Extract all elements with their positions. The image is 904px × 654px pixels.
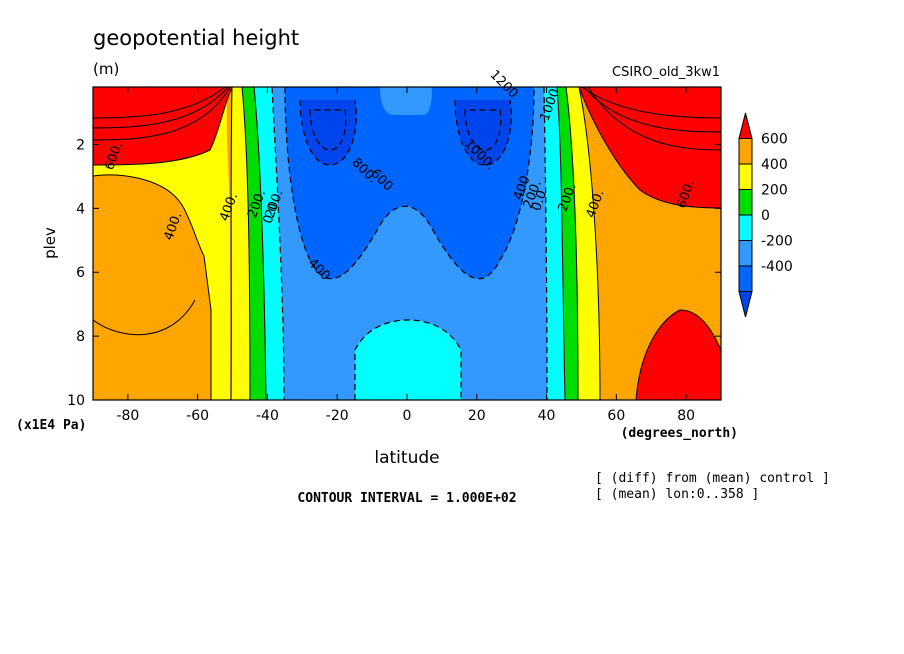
y-unit-note: (x1E4 Pa) bbox=[16, 418, 86, 433]
band-yellow-right-strip bbox=[566, 87, 600, 400]
note-mean: [ (mean) lon:0..358 ] bbox=[595, 487, 759, 502]
x-tick-label: -20 bbox=[326, 408, 349, 424]
contour-line-dashed bbox=[464, 109, 502, 151]
band-orange-left-lower bbox=[93, 300, 210, 400]
contour-line-solid bbox=[93, 174, 212, 400]
band-cyan-center-bottom bbox=[355, 320, 461, 400]
contour-interval: CONTOUR INTERVAL = 1.000E+02 bbox=[297, 491, 516, 506]
x-axis-label: latitude bbox=[374, 448, 439, 468]
x-axis-ticks: -80 -60 -40 -20 0 20 40 60 80 bbox=[116, 87, 695, 424]
run-label: CSIRO_old_3kw1 bbox=[612, 65, 720, 80]
y-tick-label: 10 bbox=[67, 393, 85, 409]
chart-units: (m) bbox=[93, 60, 119, 78]
x-tick-label: -80 bbox=[116, 408, 139, 424]
contour-field bbox=[93, 87, 721, 400]
x-tick-label: -40 bbox=[256, 408, 279, 424]
contour-line-solid bbox=[581, 87, 721, 119]
band-center-blue-lobe bbox=[380, 87, 432, 115]
band-green-left bbox=[242, 87, 266, 400]
colorbar-label: -200 bbox=[761, 234, 793, 250]
contour-line-solid bbox=[587, 87, 721, 151]
band-red-right-bottom bbox=[636, 310, 721, 400]
band-dark-blue-left-core bbox=[300, 100, 357, 165]
contour-label: 0.0 bbox=[261, 201, 282, 226]
band-red-left-top bbox=[93, 87, 232, 165]
contour-lines-negative bbox=[271, 87, 548, 400]
colorbar-swatch bbox=[738, 265, 753, 292]
colorbar-label: -400 bbox=[761, 259, 793, 275]
y-tick-label: 2 bbox=[76, 137, 85, 153]
chart-title: geopotential height bbox=[93, 26, 299, 50]
contour-line-solid bbox=[93, 87, 229, 129]
x-tick-label: 0 bbox=[403, 408, 412, 424]
contour-label: 0.0 bbox=[529, 188, 550, 213]
contour-line-solid bbox=[230, 87, 233, 400]
x-tick-label: 60 bbox=[607, 408, 625, 424]
y-tick-label: 6 bbox=[76, 265, 85, 281]
band-yellow-left-strip bbox=[231, 87, 250, 400]
contour-line-solid bbox=[93, 87, 231, 141]
x-tick-label: 40 bbox=[538, 408, 556, 424]
x-tick-label: 80 bbox=[677, 408, 695, 424]
contour-line-solid bbox=[93, 87, 226, 119]
y-axis-ticks: 2 4 6 8 10 bbox=[67, 137, 721, 409]
y-tick-label: 4 bbox=[76, 201, 85, 217]
colorbar-swatch bbox=[738, 138, 753, 165]
x-unit-note: (degrees_north) bbox=[621, 426, 738, 441]
contour-lines bbox=[93, 87, 721, 400]
contour-line-solid bbox=[93, 87, 233, 166]
band-400-600-left bbox=[93, 87, 230, 400]
colorbar-swatch bbox=[738, 214, 753, 241]
band-cyan-right bbox=[544, 87, 565, 400]
contour-line-dashed bbox=[271, 87, 285, 400]
colorbar-label: 600 bbox=[761, 132, 788, 148]
contour-line-solid bbox=[556, 87, 566, 400]
contour-line-solid bbox=[93, 299, 196, 336]
contour-line-solid bbox=[241, 87, 251, 400]
band-dark-blue-right-core bbox=[455, 100, 512, 165]
colorbar-top-arrow bbox=[738, 112, 753, 139]
contour-line-dashed bbox=[354, 319, 462, 400]
contour-line-solid bbox=[635, 309, 721, 400]
colorbar: 600 400 200 0 -200 -400 bbox=[738, 112, 793, 318]
colorbar-label: 0 bbox=[761, 208, 770, 224]
colorbar-bottom-arrow bbox=[738, 291, 753, 318]
y-axis-label: plev bbox=[41, 227, 59, 259]
contour-line-solid bbox=[565, 87, 579, 400]
contour-line-solid bbox=[253, 87, 267, 400]
y-tick-label: 8 bbox=[76, 329, 85, 345]
colorbar-label: 200 bbox=[761, 183, 788, 199]
note-diff: [ (diff) from (mean) control ] bbox=[595, 471, 830, 486]
x-tick-label: -60 bbox=[186, 408, 209, 424]
colorbar-swatch bbox=[738, 163, 753, 190]
x-tick-label: 20 bbox=[468, 408, 486, 424]
contour-line-dashed bbox=[543, 87, 548, 400]
contour-line-dashed bbox=[309, 109, 347, 151]
colorbar-label: 400 bbox=[761, 157, 788, 173]
contour-line-solid bbox=[578, 87, 721, 209]
colorbar-swatch bbox=[738, 240, 753, 267]
contour-line-dashed bbox=[284, 87, 535, 280]
colorbar-swatch bbox=[738, 189, 753, 216]
contour-line-solid bbox=[578, 87, 601, 400]
